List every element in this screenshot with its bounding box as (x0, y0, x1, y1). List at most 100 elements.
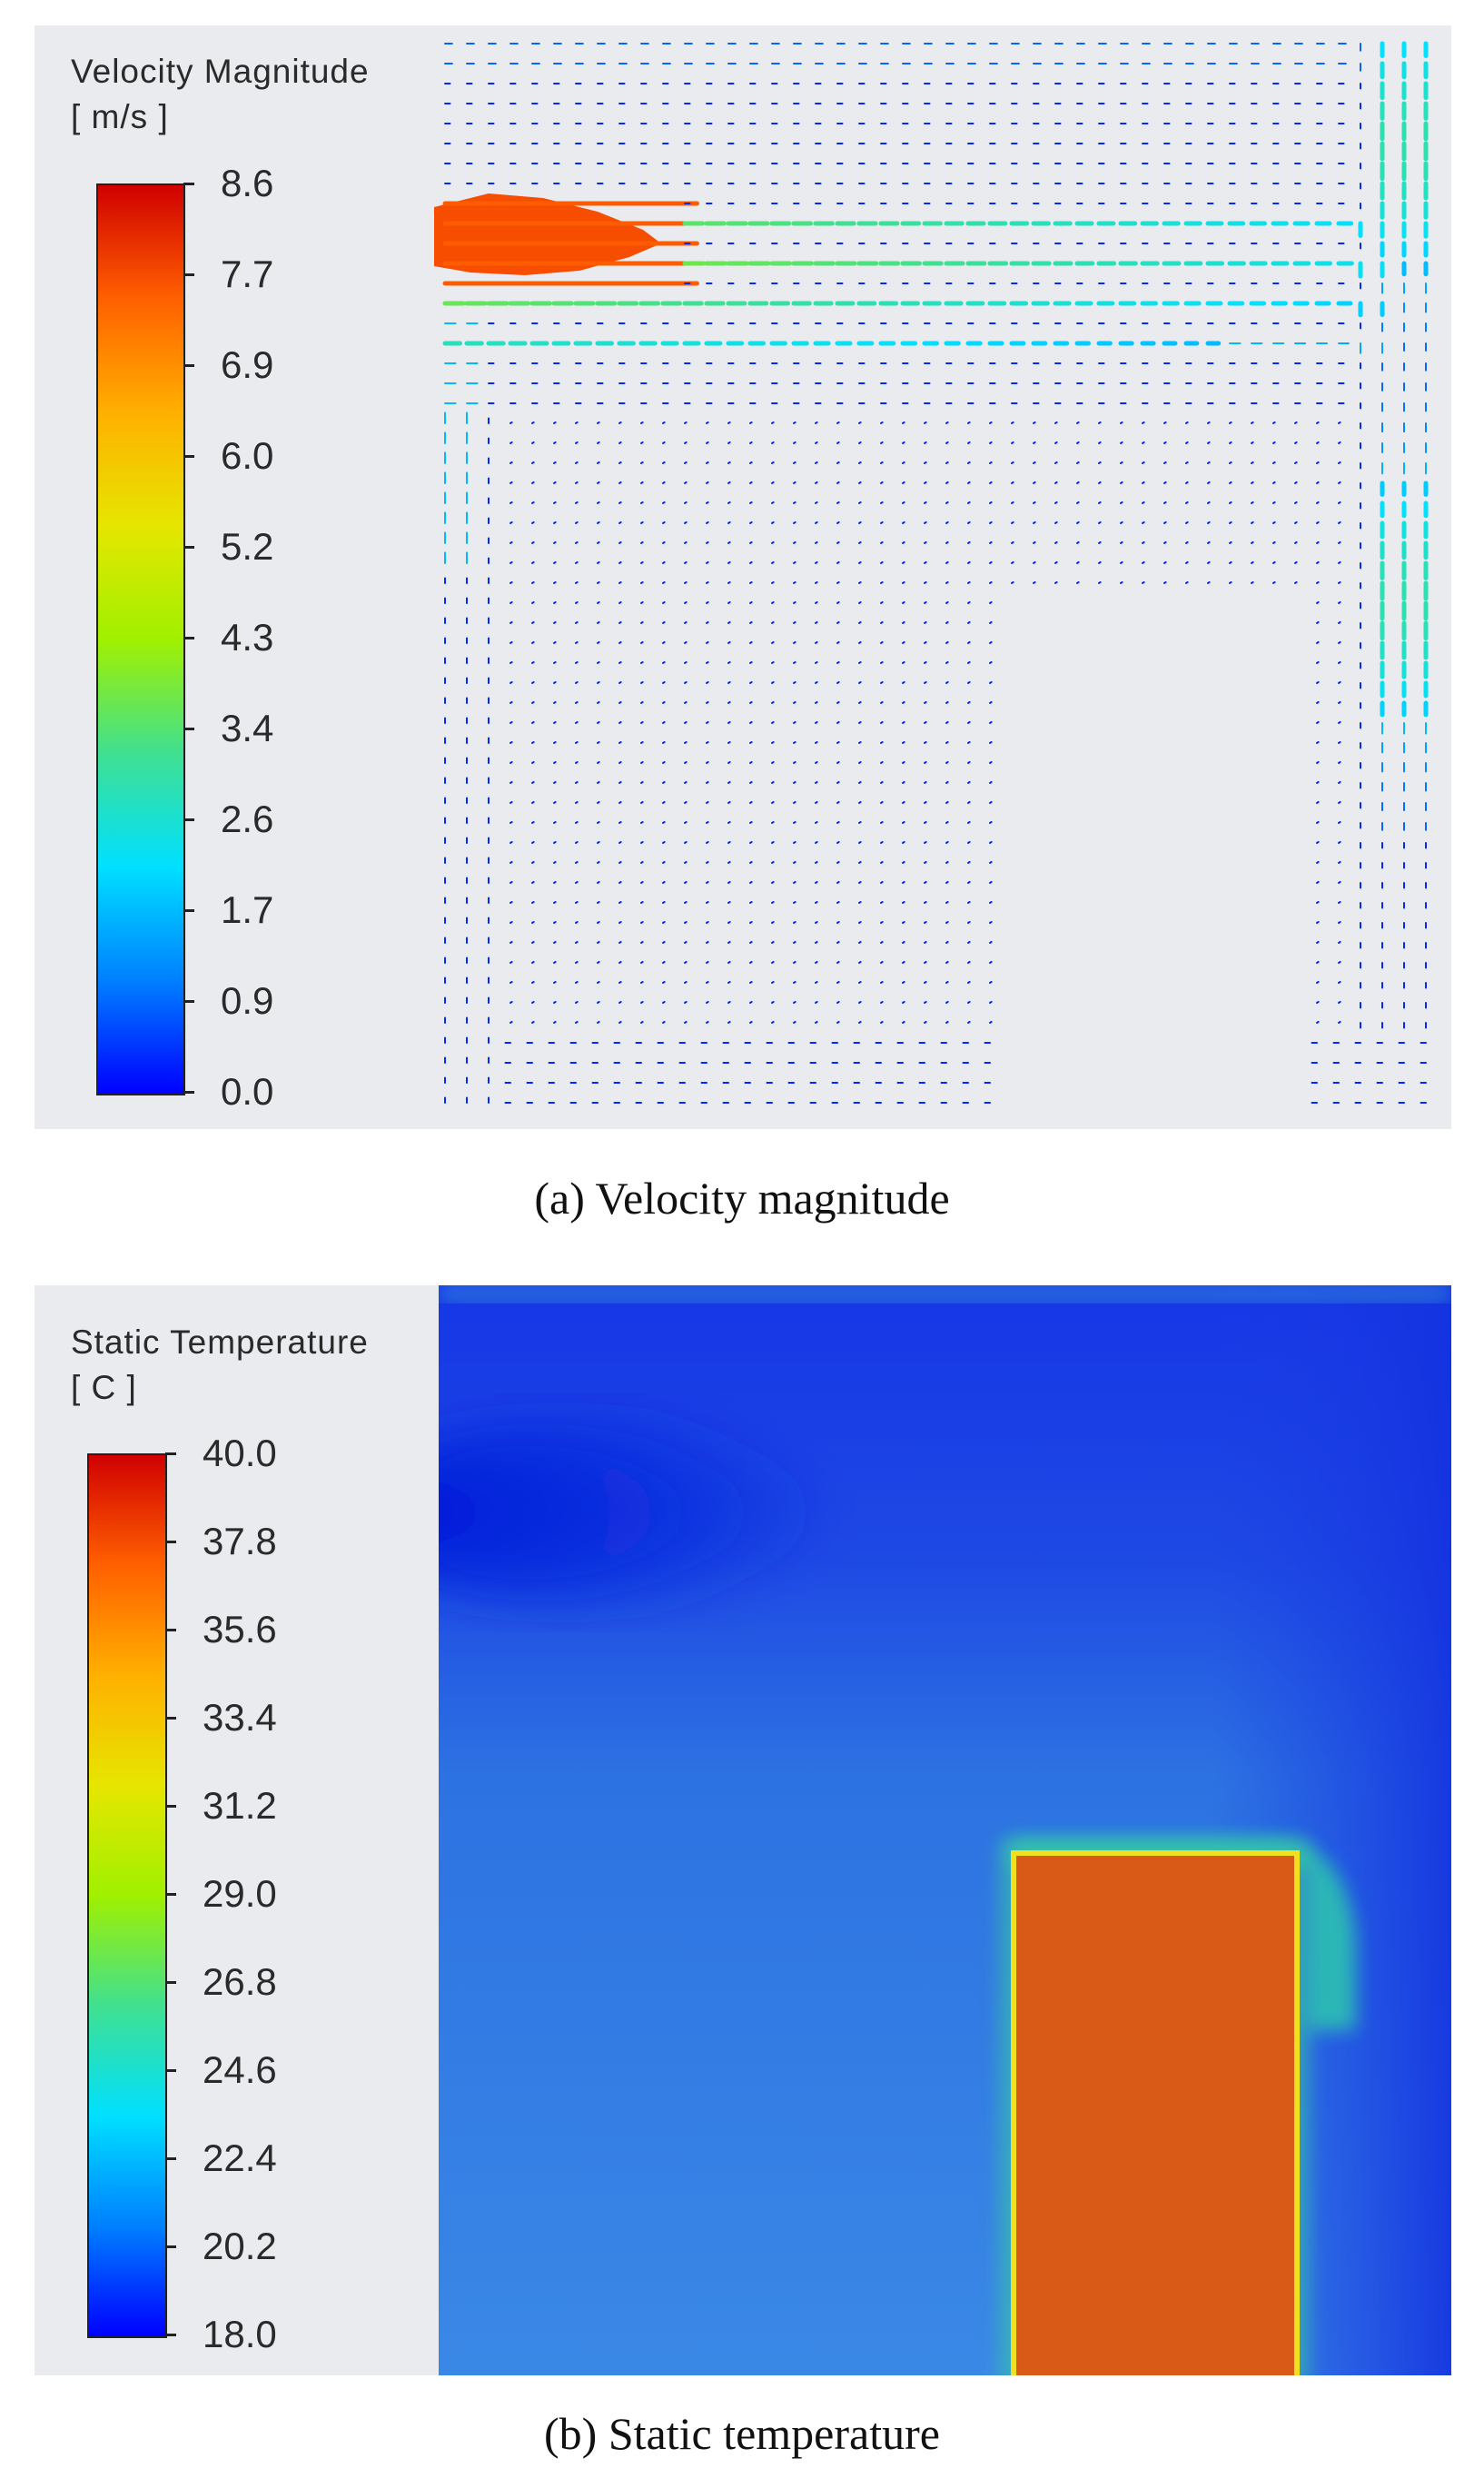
velocity-vector (640, 620, 644, 624)
velocity-vector (1033, 461, 1036, 464)
velocity-vector (597, 700, 600, 704)
velocity-vector (858, 700, 862, 704)
velocity-vector (902, 700, 905, 704)
velocity-vector (575, 620, 579, 624)
velocity-vector (815, 880, 818, 884)
velocity-vector (531, 900, 535, 904)
velocity-vector (836, 800, 840, 804)
velocity-vector (967, 700, 971, 704)
velocity-vector (510, 720, 513, 724)
velocity-vector (1338, 700, 1341, 704)
velocity-vector (706, 461, 709, 464)
velocity-vector (510, 520, 513, 524)
velocity-vector (858, 481, 862, 484)
velocity-vector (749, 860, 753, 864)
velocity-vector (1316, 900, 1320, 904)
velocity-vector (640, 840, 644, 844)
velocity-vector (662, 1000, 666, 1004)
velocity-vector (640, 1000, 644, 1004)
velocity-vector (1163, 441, 1167, 444)
velocity-vector-plot (434, 41, 1429, 1104)
velocity-vector (945, 1000, 949, 1004)
velocity-vector (684, 680, 688, 684)
velocity-vector (1054, 421, 1058, 424)
legend-tick-label: 6.0 (221, 434, 274, 477)
velocity-vector (902, 520, 905, 524)
velocity-vector (902, 640, 905, 644)
velocity-vector (662, 540, 666, 544)
velocity-vector (553, 640, 557, 644)
velocity-vector (1229, 481, 1232, 484)
velocity-vector (945, 780, 949, 784)
velocity-vector (836, 720, 840, 724)
velocity-vector (1011, 441, 1014, 444)
velocity-vector (553, 780, 557, 784)
velocity-vector (1076, 540, 1080, 544)
velocity-vector (902, 840, 905, 844)
velocity-vector (727, 560, 731, 564)
velocity-vector (1120, 540, 1123, 544)
velocity-vector (793, 660, 796, 664)
velocity-vector (1098, 560, 1102, 564)
velocity-vector (684, 600, 688, 604)
velocity-vector (815, 421, 818, 424)
velocity-vector (510, 840, 513, 844)
velocity-vector (1294, 461, 1298, 464)
legend-tick-label: 0.9 (221, 979, 274, 1022)
velocity-vector (989, 680, 993, 684)
velocity-vector (553, 580, 557, 584)
velocity-vector (836, 1020, 840, 1024)
velocity-vector (749, 700, 753, 704)
velocity-vector (640, 700, 644, 704)
legend-tick-mark (165, 1805, 176, 1808)
velocity-vector (902, 540, 905, 544)
velocity-vector (924, 920, 927, 924)
velocity-vector (510, 441, 513, 444)
velocity-vector (1076, 501, 1080, 504)
velocity-vector (945, 560, 949, 564)
velocity-vector (1338, 540, 1341, 544)
velocity-vector (902, 1000, 905, 1004)
legend-tick-mark (183, 455, 194, 458)
velocity-legend-unit: [ m/s ] (71, 98, 169, 135)
velocity-vector (618, 441, 622, 444)
velocity-vector (510, 940, 513, 944)
velocity-vector (1294, 580, 1298, 584)
velocity-vector (575, 421, 579, 424)
velocity-vector (945, 520, 949, 524)
velocity-vector (640, 580, 644, 584)
velocity-vector (945, 760, 949, 764)
velocity-vector (1185, 481, 1189, 484)
velocity-vector (531, 800, 535, 804)
velocity-vector (684, 960, 688, 964)
velocity-vector (1163, 481, 1167, 484)
caption-temperature: (b) Static temperature (544, 2408, 940, 2459)
velocity-vector (553, 540, 557, 544)
velocity-vector (749, 481, 753, 484)
velocity-vector (1033, 421, 1036, 424)
legend-tick-mark (183, 1091, 194, 1094)
velocity-vector (1338, 520, 1341, 524)
velocity-vector (1229, 540, 1232, 544)
velocity-vector (793, 680, 796, 684)
velocity-vector (815, 580, 818, 584)
velocity-vector (967, 880, 971, 884)
velocity-vector (880, 860, 884, 864)
velocity-vector (815, 940, 818, 944)
velocity-vector (836, 980, 840, 984)
velocity-vector (989, 540, 993, 544)
velocity-vector (684, 700, 688, 704)
velocity-vector (597, 600, 600, 604)
velocity-vector (662, 940, 666, 944)
velocity-vector (510, 421, 513, 424)
velocity-vector (662, 640, 666, 644)
velocity-vector (793, 560, 796, 564)
velocity-vector (815, 840, 818, 844)
velocity-vector (706, 800, 709, 804)
velocity-vector (771, 720, 775, 724)
velocity-vector (836, 520, 840, 524)
velocity-vector (924, 880, 927, 884)
velocity-vector (1316, 700, 1320, 704)
legend-tick-mark (165, 1893, 176, 1896)
velocity-vector (1142, 560, 1145, 564)
